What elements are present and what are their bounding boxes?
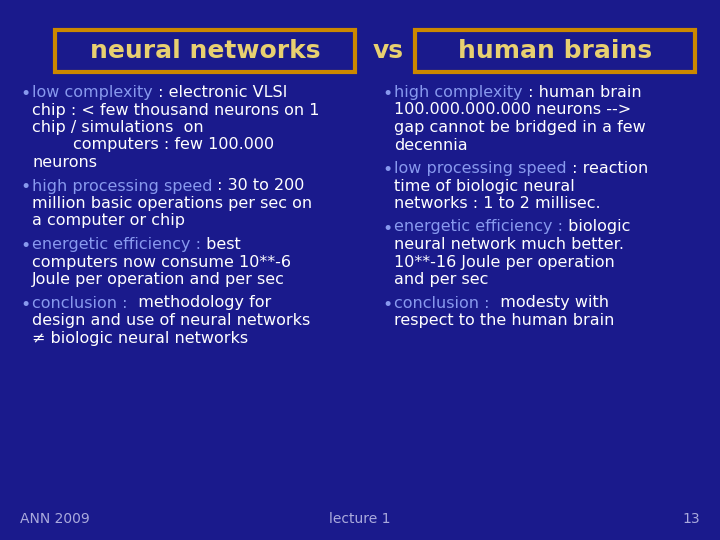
Text: networks : 1 to 2 millisec.: networks : 1 to 2 millisec.	[394, 196, 600, 211]
Text: •: •	[382, 85, 392, 103]
Text: vs: vs	[372, 39, 403, 63]
Text: ≠ biologic neural networks: ≠ biologic neural networks	[32, 330, 248, 346]
Text: •: •	[382, 295, 392, 314]
Text: high complexity: high complexity	[394, 85, 523, 100]
Text: lecture 1: lecture 1	[329, 512, 391, 526]
Text: low complexity: low complexity	[32, 85, 153, 100]
Text: : human brain: : human brain	[523, 85, 642, 100]
Text: : 30 to 200: : 30 to 200	[212, 179, 305, 193]
Text: energetic efficiency :: energetic efficiency :	[394, 219, 563, 234]
Text: decennia: decennia	[394, 138, 467, 152]
Bar	[415, 30, 695, 72]
Text: •: •	[20, 179, 30, 197]
Text: •: •	[382, 219, 392, 238]
Text: •: •	[382, 161, 392, 179]
Text: design and use of neural networks: design and use of neural networks	[32, 313, 310, 328]
Text: and per sec: and per sec	[394, 272, 488, 287]
Text: respect to the human brain: respect to the human brain	[394, 313, 614, 328]
Text: low processing speed: low processing speed	[394, 161, 567, 176]
Text: chip / simulations  on: chip / simulations on	[32, 120, 204, 135]
Text: conclusion :: conclusion :	[394, 295, 490, 310]
Text: neural network much better.: neural network much better.	[394, 237, 624, 252]
Text: •: •	[20, 295, 30, 314]
Text: time of biologic neural: time of biologic neural	[394, 179, 575, 193]
Text: Joule per operation and per sec: Joule per operation and per sec	[32, 272, 285, 287]
Text: a computer or chip: a computer or chip	[32, 213, 185, 228]
Text: : reaction: : reaction	[567, 161, 648, 176]
Text: computers now consume 10**-6: computers now consume 10**-6	[32, 254, 291, 269]
Text: 13: 13	[683, 512, 700, 526]
Bar	[55, 30, 355, 72]
Text: chip : < few thousand neurons on 1: chip : < few thousand neurons on 1	[32, 103, 320, 118]
Text: energetic efficiency :: energetic efficiency :	[32, 237, 201, 252]
Text: neurons: neurons	[32, 155, 97, 170]
Text: methodology for: methodology for	[127, 295, 271, 310]
Text: conclusion :: conclusion :	[32, 295, 127, 310]
Text: •: •	[20, 85, 30, 103]
Text: computers : few 100.000: computers : few 100.000	[32, 138, 274, 152]
Text: modesty with: modesty with	[490, 295, 608, 310]
Text: million basic operations per sec on: million basic operations per sec on	[32, 196, 312, 211]
Text: : electronic VLSI: : electronic VLSI	[153, 85, 287, 100]
Text: ANN 2009: ANN 2009	[20, 512, 90, 526]
Text: best: best	[201, 237, 240, 252]
Text: gap cannot be bridged in a few: gap cannot be bridged in a few	[394, 120, 646, 135]
Text: human brains: human brains	[458, 39, 652, 63]
Text: high processing speed: high processing speed	[32, 179, 212, 193]
Text: •: •	[20, 237, 30, 255]
Text: biologic: biologic	[563, 219, 631, 234]
Text: neural networks: neural networks	[90, 39, 320, 63]
Text: 100.000.000.000 neurons -->: 100.000.000.000 neurons -->	[394, 103, 631, 118]
Text: 10**-16 Joule per operation: 10**-16 Joule per operation	[394, 254, 615, 269]
